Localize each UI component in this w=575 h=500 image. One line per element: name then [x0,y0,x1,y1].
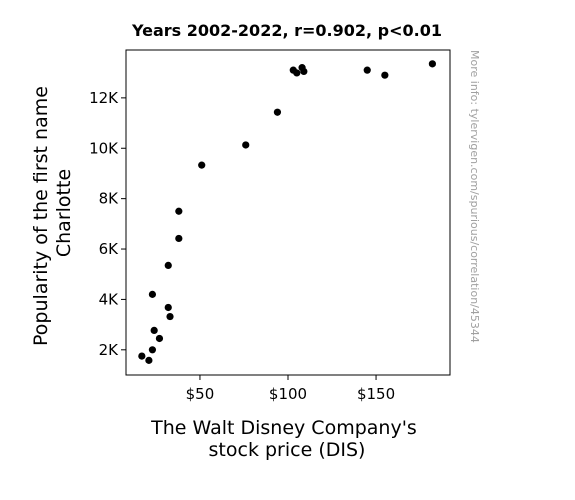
data-point [381,71,389,79]
data-point [242,141,250,149]
x-axis-label: The Walt Disney Company's stock price (D… [150,417,423,461]
data-point [428,60,436,68]
data-point [148,290,157,298]
y-axis-ticks: 2K 4K 6K 8K 10K 12K [89,89,126,359]
x-tick-label: $150 [357,385,395,403]
y-axis-label: Popularity of the first name Charlotte [30,80,75,346]
y-axis-label-line-2: Charlotte [53,169,75,257]
data-point [145,356,153,364]
data-point [138,352,146,360]
data-point [175,234,183,243]
data-point [300,67,308,76]
data-points [138,60,436,364]
plot-area: $50 $100 $150 2K 4K 6K 8K 10K 12K [89,49,451,403]
plot-frame [125,49,451,376]
y-tick-label: 4K [99,290,120,308]
source-watermark: More info: tylervigen.com/spurious/corre… [468,50,481,343]
data-point [164,303,172,312]
data-point [166,312,174,321]
x-tick-label: $100 [269,385,307,403]
chart-title: Years 2002-2022, r=0.902, p<0.01 [131,21,442,40]
x-axis-label-line-2: stock price (DIS) [209,439,366,461]
data-point [198,161,206,169]
x-axis-label-line-1: The Walt Disney Company's [150,417,417,439]
data-point [148,346,157,354]
data-point [164,261,172,270]
data-point [273,108,282,116]
y-tick-label: 8K [99,190,120,208]
data-point [363,66,371,74]
data-point [150,326,158,335]
data-point [175,207,183,215]
data-point [293,69,301,77]
x-axis-ticks: $50 $100 $150 [186,375,395,403]
y-tick-label: 6K [99,240,120,258]
x-tick-label: $50 [186,385,215,403]
y-tick-label: 12K [89,89,119,107]
y-tick-label: 2K [99,341,120,359]
y-axis-label-line-1: Popularity of the first name [30,86,52,346]
y-tick-label: 10K [89,139,119,157]
data-point [155,334,164,343]
